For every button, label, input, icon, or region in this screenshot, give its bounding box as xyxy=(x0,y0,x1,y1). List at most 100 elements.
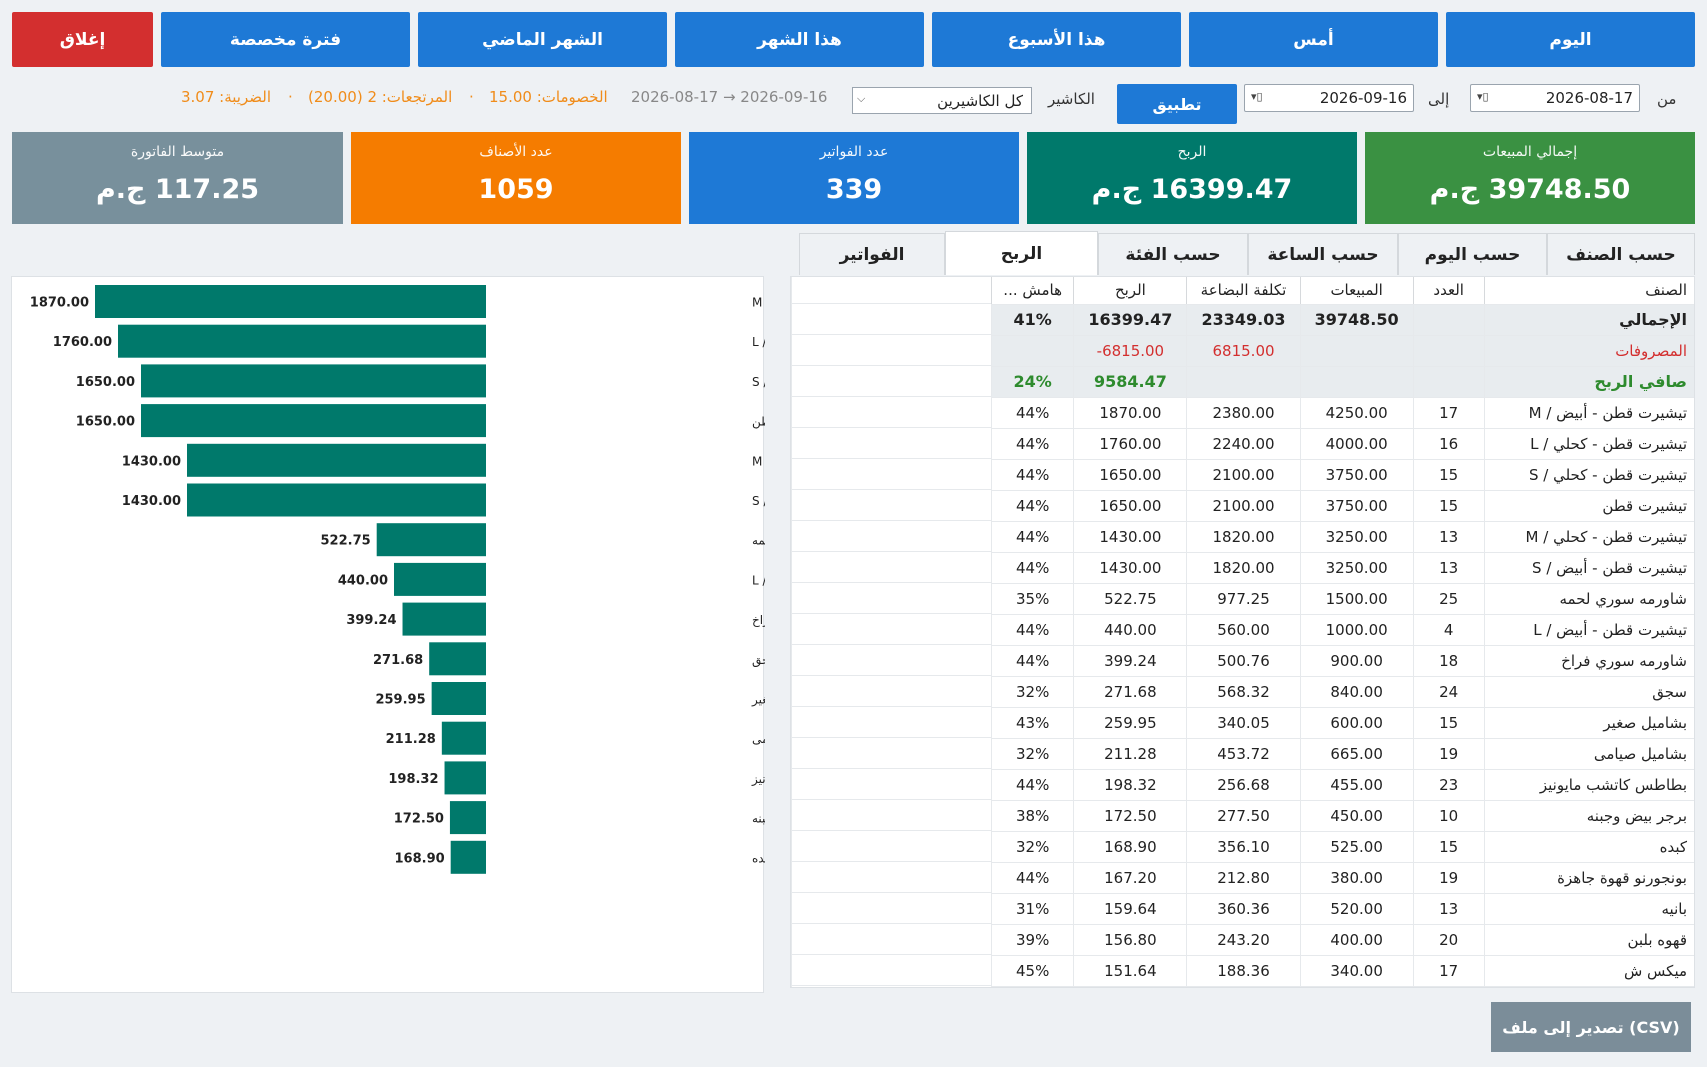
tab-by-category[interactable]: حسب الفئة xyxy=(1098,233,1248,275)
table-row[interactable]: شاورمه سوري فراخ 18 900.00 500.76 399.24 44% xyxy=(990,645,1694,677)
chart-value-label: 271.68 xyxy=(373,653,423,668)
last-month-button[interactable]: الشهر الماضي xyxy=(418,12,667,67)
table-row[interactable]: تيشيرت قطن - أبيض / S 13 3250.00 1820.00 143… xyxy=(990,552,1694,584)
profit-card-title: الربح xyxy=(1177,144,1207,160)
chart-category-label: تيشيرت قطن - كحلي / S xyxy=(752,375,765,390)
table-row[interactable]: سجق 24 840.00 568.32 271.68 32% xyxy=(990,676,1694,708)
sales-cell: 3750.00 xyxy=(1299,459,1414,491)
expenses-label: المصروفات xyxy=(1483,335,1694,367)
chart-value-label: 1870.00 xyxy=(30,296,89,311)
yesterday-button[interactable]: أمس xyxy=(1189,12,1438,67)
count-cell: 25 xyxy=(1412,583,1485,615)
margin-cell: 32% xyxy=(990,831,1074,863)
net-profit-row[interactable]: صافي الربح 9584.47 24% xyxy=(990,366,1694,398)
table-row[interactable]: تيشيرت قطن - أبيض / M 17 4250.00 2380.00 187… xyxy=(990,397,1694,429)
chart-value-label: 440.00 xyxy=(338,573,388,588)
header-margin[interactable]: هامش ... xyxy=(990,277,1074,305)
chart-bar xyxy=(95,285,486,318)
profit-cell: 211.28 xyxy=(1073,738,1187,770)
blank-row xyxy=(792,893,991,924)
table-row[interactable]: تيشيرت قطن 15 3750.00 2100.00 1650.00 44% xyxy=(990,490,1694,522)
table-row[interactable]: بشاميل صيامى 19 665.00 453.72 211.28 32% xyxy=(990,738,1694,770)
count-cell: 17 xyxy=(1412,397,1485,429)
sales-cell: 4250.00 xyxy=(1299,397,1414,429)
blank-row xyxy=(792,521,991,552)
chart-bar xyxy=(402,602,486,636)
table-row[interactable]: بانيه 13 520.00 360.36 159.64 31% xyxy=(990,893,1694,925)
table-row[interactable]: كبده 15 525.00 356.10 168.90 32% xyxy=(990,831,1694,863)
calendar-dropdown-icon[interactable]: ▾▯ xyxy=(1251,90,1263,103)
table-row[interactable]: برجر بيض وجبنه 10 450.00 277.50 172.50 38% xyxy=(990,800,1694,832)
table-row[interactable]: بونجورنو قهوة جاهزة 19 380.00 212.80 167.20 4… xyxy=(990,862,1694,894)
chart-bar xyxy=(431,682,486,715)
cost-cell: 560.00 xyxy=(1186,614,1301,646)
returns-summary: المرتجعات: 2 (20.00) xyxy=(308,88,453,106)
expenses-profit: -6815.00 xyxy=(1073,335,1187,367)
blank-row xyxy=(792,335,991,366)
chart-category-label: بشاميل صيامى xyxy=(752,732,765,746)
net-profit-label: صافي الربح xyxy=(1483,366,1694,398)
total-row[interactable]: الإجمالي 39748.50 23349.03 16399.47 41% xyxy=(990,304,1694,336)
tab-by-day[interactable]: حسب اليوم xyxy=(1398,233,1547,275)
calendar-dropdown-icon[interactable]: ▾▯ xyxy=(1477,90,1489,103)
table-row[interactable]: قهوه بلبن 20 400.00 243.20 156.80 39% xyxy=(990,924,1694,956)
cost-cell: 188.36 xyxy=(1186,955,1301,987)
cost-cell: 256.68 xyxy=(1186,769,1301,801)
header-cost[interactable]: تكلفة البضاعة xyxy=(1186,277,1301,305)
table-empty-area xyxy=(791,277,991,987)
table-row[interactable]: ميكس ش 17 340.00 188.36 151.64 45% xyxy=(990,955,1694,987)
custom-range-button[interactable]: فترة مخصصة xyxy=(161,12,410,67)
item-cell: كبده xyxy=(1483,831,1694,863)
table-row[interactable]: بشاميل صغير 15 600.00 340.05 259.95 43% xyxy=(990,707,1694,739)
count-cell: 15 xyxy=(1412,490,1485,522)
header-sales[interactable]: المبيعات xyxy=(1299,277,1414,305)
expenses-sales xyxy=(1299,335,1414,367)
close-button[interactable]: إغلاق xyxy=(12,12,153,67)
margin-cell: 44% xyxy=(990,862,1074,894)
count-cell: 23 xyxy=(1412,769,1485,801)
total-margin: 41% xyxy=(990,304,1074,336)
invoices-card: عدد الفواتير 339 xyxy=(689,132,1019,224)
profit-cell: 1430.00 xyxy=(1073,552,1187,584)
header-count[interactable]: العدد xyxy=(1412,277,1485,305)
total-cost: 23349.03 xyxy=(1186,304,1301,336)
header-item[interactable]: الصنف xyxy=(1483,277,1694,305)
tab-by-item[interactable]: حسب الصنف xyxy=(1547,233,1695,275)
count-cell: 15 xyxy=(1412,707,1485,739)
count-cell: 19 xyxy=(1412,862,1485,894)
export-csv-button[interactable]: تصدير إلى ملف (CSV) xyxy=(1491,1002,1691,1052)
expenses-row[interactable]: المصروفات 6815.00 -6815.00 xyxy=(990,335,1694,367)
margin-cell: 44% xyxy=(990,490,1074,522)
blank-row xyxy=(792,277,991,304)
profit-cell: 1650.00 xyxy=(1073,490,1187,522)
this-week-button[interactable]: هذا الأسبوع xyxy=(932,12,1181,67)
count-cell: 24 xyxy=(1412,676,1485,708)
tab-profit[interactable]: الربح xyxy=(945,231,1098,275)
from-date-field[interactable]: ▾▯ 2026-08-17 xyxy=(1470,84,1640,112)
sales-cell: 840.00 xyxy=(1299,676,1414,708)
chevron-down-icon: ⌵ xyxy=(857,92,866,105)
table-row[interactable]: تيشيرت قطن - أبيض / L 4 1000.00 560.00 440.0… xyxy=(990,614,1694,646)
tab-invoices[interactable]: الفواتير xyxy=(799,233,945,275)
profit-cell: 172.50 xyxy=(1073,800,1187,832)
this-month-button[interactable]: هذا الشهر xyxy=(675,12,924,67)
tab-by-hour[interactable]: حسب الساعة xyxy=(1248,233,1398,275)
chart-category-label: بشاميل صغير xyxy=(751,693,765,708)
table-row[interactable]: تيشيرت قطن - كحلي / M 13 3250.00 1820.00 143… xyxy=(990,521,1694,553)
cost-cell: 1820.00 xyxy=(1186,552,1301,584)
today-button[interactable]: اليوم xyxy=(1446,12,1695,67)
sales-cell: 400.00 xyxy=(1299,924,1414,956)
cost-cell: 340.05 xyxy=(1186,707,1301,739)
header-profit[interactable]: الربح xyxy=(1073,277,1187,305)
table-row[interactable]: بطاطس كاتشب مايونيز 23 455.00 256.68 198.32 4… xyxy=(990,769,1694,801)
blank-row xyxy=(792,552,991,583)
blank-row xyxy=(792,614,991,645)
table-row[interactable]: تيشيرت قطن - كحلي / S 15 3750.00 2100.00 165… xyxy=(990,459,1694,491)
table-row[interactable]: شاورمه سوري لحمه 25 1500.00 977.25 522.75 35% xyxy=(990,583,1694,615)
profit-table-panel: الصنف العدد المبيعات تكلفة البضاعة الربح… xyxy=(790,276,1695,988)
table-row[interactable]: تيشيرت قطن - كحلي / L 16 4000.00 2240.00 176… xyxy=(990,428,1694,460)
to-date-field[interactable]: ▾▯ 2026-09-16 xyxy=(1244,84,1414,112)
cashier-select[interactable]: ⌵ كل الكاشيرين xyxy=(852,87,1032,114)
cost-cell: 212.80 xyxy=(1186,862,1301,894)
apply-button[interactable]: تطبيق xyxy=(1117,84,1237,124)
